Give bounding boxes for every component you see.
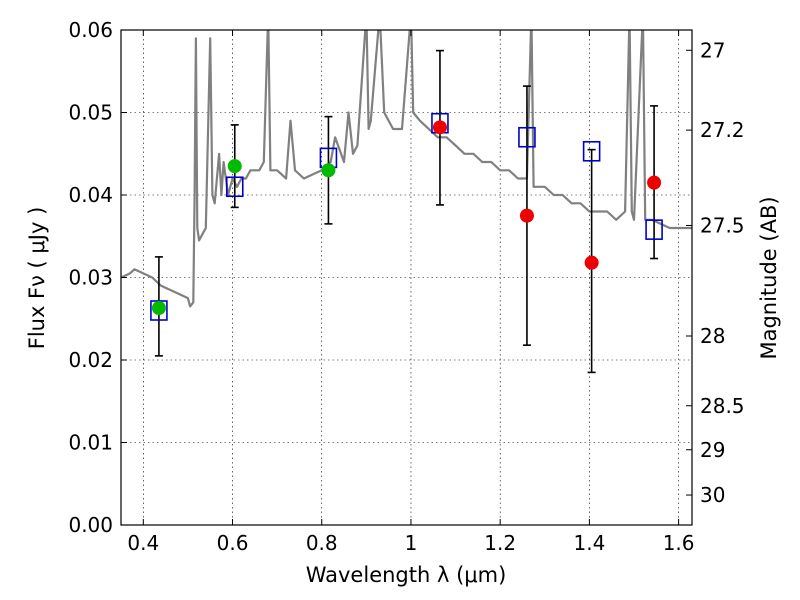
blue-square-marker [582,140,601,162]
green-point [151,301,166,316]
red-point [519,208,534,223]
x-tick-label: 1.2 [484,531,516,555]
green-point [321,163,336,178]
x-tick-label: 0.4 [127,531,159,555]
x-tick-label: 0.8 [306,531,338,555]
mag-tick-label: 28.5 [700,394,745,418]
x-tick-label: 1 [405,531,418,555]
y-tick-label: 0.04 [68,183,113,207]
grid-lines [121,29,692,526]
plot-area [121,30,692,374]
mag-tick-label: 27.5 [700,213,745,237]
blue-square-marker [518,126,536,148]
mag-tick-label: 27 [700,38,725,62]
blue-square-marker [645,219,663,240]
x-tick-label: 0.6 [217,531,249,555]
y-tick-label: 0.06 [68,18,113,42]
y-tick-label: 0.01 [68,431,113,455]
y-tick-label: 0.03 [68,266,113,290]
green-point [227,159,242,174]
mag-tick-label: 29 [700,438,725,462]
mag-tick-label: 28 [700,324,725,348]
y-tick-label: 0.00 [68,513,113,537]
mag-tick-label: 27.2 [700,118,745,142]
mag-tick-label: 30 [700,483,725,507]
y-tick-label: 0.05 [68,101,113,125]
blue-square-marker [225,176,244,198]
x-tick-label: 1.4 [573,531,605,555]
x-axis-label: Wavelength λ (μm) [306,563,507,587]
y-tick-label: 0.02 [68,348,113,372]
x-tick-label: 1.6 [663,531,695,555]
red-point [647,175,662,190]
y-axis-label: Flux Fν ( μJy ) [25,207,49,350]
blue-square-marker [150,300,168,321]
red-point [432,120,447,135]
axis-ticks: 0.4 0.6 0.8 1 1.2 1.4 1.6 0.00 0.01 0.02 0.03 0.04 0… [68,18,744,555]
red-point [584,255,599,270]
y-axis-right-label: Magnitude (AB) [757,196,781,359]
model-spectrum-line [121,30,692,308]
